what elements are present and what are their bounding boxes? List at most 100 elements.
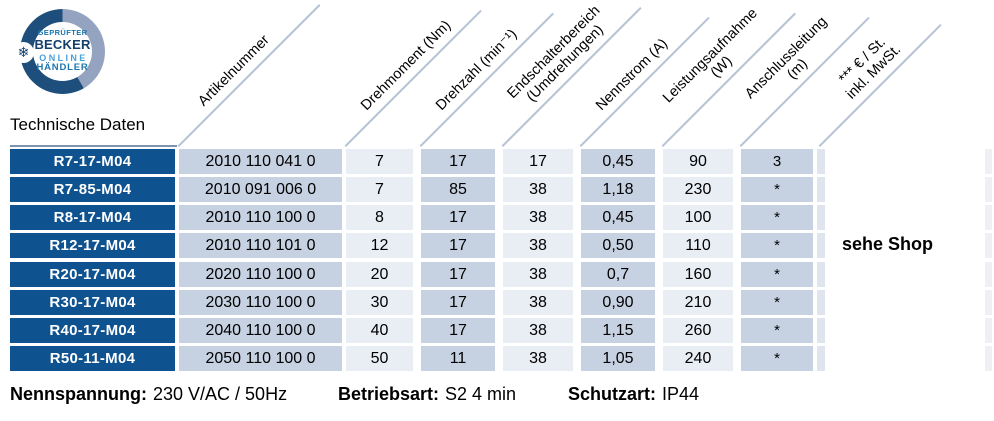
- model-cell: R7-17-M04: [10, 149, 175, 174]
- footer-label: Betriebsart:: [338, 384, 440, 404]
- anschlussleitung-cell: *: [741, 318, 813, 343]
- anschlussleitung-cell: *: [741, 233, 813, 258]
- model-cell: R8-17-M04: [10, 205, 175, 230]
- drehmoment-cell: 20: [346, 262, 413, 287]
- leistungsaufnahme-cell: 110: [663, 233, 733, 258]
- footer-nennspannung: Nennspannung: 230 V/AC / 50Hz: [10, 384, 287, 405]
- artikelnummer-cell: 2020 110 100 0: [179, 262, 342, 287]
- anschlussleitung-cell: *: [741, 205, 813, 230]
- endschalterbereich-cell: 38: [503, 205, 573, 230]
- anschlussleitung-cell: 3: [741, 149, 813, 174]
- artikelnummer-cell: 2010 110 101 0: [179, 233, 342, 258]
- title-underline: [10, 145, 177, 147]
- footer-label: Schutzart:: [568, 384, 657, 404]
- drehzahl-cell: 17: [421, 262, 495, 287]
- artikelnummer-cell: 2010 091 006 0: [179, 177, 342, 202]
- drehzahl-cell: 85: [421, 177, 495, 202]
- row-edge-strip: [817, 262, 825, 287]
- nennstrom-cell: 0,45: [581, 149, 655, 174]
- drehzahl-cell: 17: [421, 149, 495, 174]
- footer-value: IP44: [662, 384, 700, 404]
- row-edge-strip: [817, 149, 825, 174]
- footer-betriebsart: Betriebsart: S2 4 min: [338, 384, 516, 405]
- anschlussleitung-cell: *: [741, 177, 813, 202]
- column-header-label: Artikelnummer: [162, 0, 321, 147]
- drehzahl-cell: 17: [421, 318, 495, 343]
- badge-bottom-text: HÄNDLER: [36, 61, 89, 73]
- footer-label: Nennspannung:: [10, 384, 147, 404]
- row-edge-strip: [817, 205, 825, 230]
- endschalterbereich-cell: 38: [503, 177, 573, 202]
- row-edge-strip: [985, 205, 992, 230]
- nennstrom-cell: 1,05: [581, 346, 655, 371]
- leistungsaufnahme-cell: 260: [663, 318, 733, 343]
- leistungsaufnahme-cell: 210: [663, 290, 733, 315]
- model-cell: R7-85-M04: [10, 177, 175, 202]
- anschlussleitung-cell: *: [741, 262, 813, 287]
- row-edge-strip: [985, 318, 992, 343]
- leistungsaufnahme-cell: 100: [663, 205, 733, 230]
- footer-value: S2 4 min: [445, 384, 517, 404]
- artikelnummer-cell: 2050 110 100 0: [179, 346, 342, 371]
- model-cell: R50-11-M04: [10, 346, 175, 371]
- artikelnummer-cell: 2030 110 100 0: [179, 290, 342, 315]
- shop-note: sehe Shop: [842, 234, 934, 254]
- drehmoment-cell: 30: [346, 290, 413, 315]
- column-header-label: Drehmoment (Nm): [329, 0, 482, 147]
- endschalterbereich-cell: 38: [503, 233, 573, 258]
- nennstrom-cell: 0,50: [581, 233, 655, 258]
- nennstrom-cell: 1,18: [581, 177, 655, 202]
- drehmoment-cell: 7: [346, 177, 413, 202]
- badge-middle-text: ONLINE: [39, 52, 88, 63]
- row-edge-strip: [817, 346, 825, 371]
- row-edge-strip: [817, 318, 825, 343]
- model-cell: R12-17-M04: [10, 233, 175, 258]
- row-edge-strip: [985, 233, 992, 258]
- anschlussleitung-cell: *: [741, 290, 813, 315]
- drehmoment-cell: 8: [346, 205, 413, 230]
- drehmoment-cell: 50: [346, 346, 413, 371]
- endschalterbereich-cell: 38: [503, 262, 573, 287]
- model-cell: R20-17-M04: [10, 262, 175, 287]
- anschlussleitung-cell: *: [741, 346, 813, 371]
- endschalterbereich-cell: 38: [503, 318, 573, 343]
- drehmoment-cell: 7: [346, 149, 413, 174]
- endschalterbereich-cell: 38: [503, 346, 573, 371]
- column-header-label: Endschalterbereich (Umdrehungen): [475, 0, 642, 147]
- row-edge-strip: [985, 177, 992, 202]
- drehzahl-cell: 17: [421, 205, 495, 230]
- leistungsaufnahme-cell: 160: [663, 262, 733, 287]
- snowflake-icon: ❄: [13, 42, 34, 63]
- nennstrom-cell: 0,7: [581, 262, 655, 287]
- row-edge-strip: [985, 149, 992, 174]
- badge-top-text: GEPRÜFTER: [37, 28, 88, 38]
- nennstrom-cell: 0,90: [581, 290, 655, 315]
- drehmoment-cell: 12: [346, 233, 413, 258]
- artikelnummer-cell: 2010 110 100 0: [179, 205, 342, 230]
- leistungsaufnahme-cell: 90: [663, 149, 733, 174]
- badge-inner: GEPRÜFTER BECKER ONLINE HÄNDLER: [33, 22, 92, 81]
- row-edge-strip: [985, 262, 992, 287]
- leistungsaufnahme-cell: 240: [663, 346, 733, 371]
- drehzahl-cell: 17: [421, 233, 495, 258]
- footer-schutzart: Schutzart: IP44: [568, 384, 699, 405]
- page-title: Technische Daten: [10, 115, 146, 134]
- becker-dealer-badge: GEPRÜFTER BECKER ONLINE HÄNDLER ❄: [13, 9, 105, 94]
- leistungsaufnahme-cell: 230: [663, 177, 733, 202]
- endschalterbereich-cell: 17: [503, 149, 573, 174]
- footer-value: 230 V/AC / 50Hz: [153, 384, 288, 404]
- model-cell: R30-17-M04: [10, 290, 175, 315]
- nennstrom-cell: 1,15: [581, 318, 655, 343]
- row-edge-strip: [985, 346, 992, 371]
- badge-brand-text: BECKER: [34, 36, 91, 52]
- drehzahl-cell: 17: [421, 290, 495, 315]
- artikelnummer-cell: 2010 110 041 0: [179, 149, 342, 174]
- endschalterbereich-cell: 38: [503, 290, 573, 315]
- nennstrom-cell: 0,45: [581, 205, 655, 230]
- row-edge-strip: [817, 177, 825, 202]
- model-cell: R40-17-M04: [10, 318, 175, 343]
- artikelnummer-cell: 2040 110 100 0: [179, 318, 342, 343]
- row-edge-strip: [817, 233, 825, 258]
- row-edge-strip: [985, 290, 992, 315]
